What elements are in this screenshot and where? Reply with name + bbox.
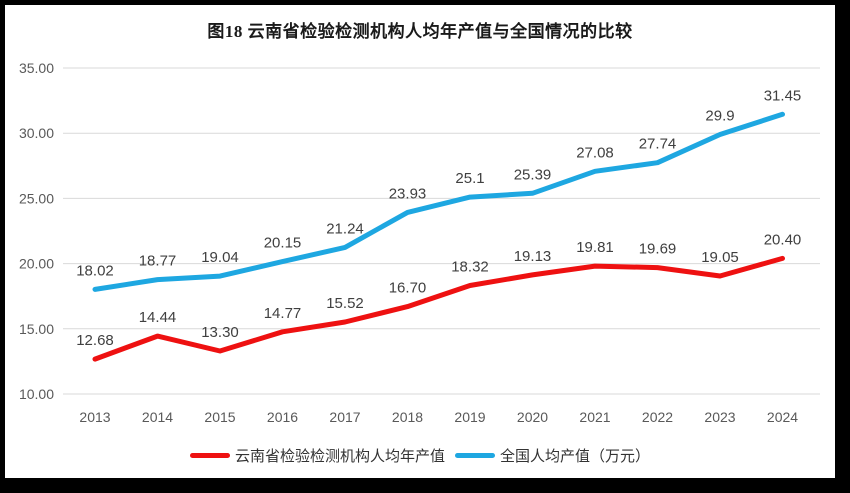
y-tick-label: 15.00 <box>19 321 54 337</box>
legend-swatch-yunnan-line <box>189 453 230 458</box>
data-label-national-2019: 25.1 <box>455 170 484 187</box>
x-tick-label: 2017 <box>329 409 360 425</box>
x-tick-label: 2018 <box>392 409 423 425</box>
data-label-yunnan-2024: 20.40 <box>764 231 802 248</box>
data-label-yunnan-2014: 14.44 <box>139 309 177 326</box>
data-label-national-2014: 18.77 <box>139 253 177 270</box>
data-label-national-2020: 25.39 <box>514 166 552 183</box>
data-label-national-2017: 21.24 <box>326 220 364 237</box>
x-tick-label: 2014 <box>142 409 173 425</box>
y-tick-label: 35.00 <box>19 60 54 76</box>
x-tick-label: 2015 <box>204 409 235 425</box>
data-label-yunnan-2016: 14.77 <box>264 305 302 322</box>
legend-item-yunnan: 云南省检验检测机构人均年产值 <box>189 445 445 466</box>
x-tick-label: 2021 <box>579 409 610 425</box>
data-label-yunnan-2013: 12.68 <box>76 332 114 349</box>
data-label-yunnan-2017: 15.52 <box>326 295 364 312</box>
series-line-yunnan <box>92 255 785 362</box>
data-label-yunnan-2020: 19.13 <box>514 248 552 265</box>
data-label-yunnan-2018: 16.70 <box>389 280 427 297</box>
legend-label-yunnan: 云南省检验检测机构人均年产值 <box>234 448 445 465</box>
chart-card: 35.00 30.00 25.00 20.00 15.00 10.00 2013 2014 20… <box>5 5 835 478</box>
legend-swatch-national-line <box>455 453 495 458</box>
x-tick-label: 2022 <box>642 409 673 425</box>
x-tick-label: 2023 <box>704 409 735 425</box>
data-label-national-2016: 20.15 <box>264 235 302 252</box>
data-label-yunnan-2021: 19.81 <box>576 239 614 256</box>
data-label-yunnan-2022: 19.69 <box>639 241 677 258</box>
y-tick-label: 25.00 <box>19 190 54 206</box>
data-label-national-2013: 18.02 <box>76 262 114 279</box>
chart-title: 图18 云南省检验检测机构人均年产值与全国情况的比较 <box>207 22 633 41</box>
data-label-yunnan-2019: 18.32 <box>451 259 489 276</box>
series-line-national <box>92 111 785 292</box>
data-label-national-2023: 29.9 <box>705 108 734 125</box>
y-tick-label: 10.00 <box>19 386 54 402</box>
y-tick-label: 30.00 <box>19 125 54 141</box>
data-label-national-2022: 27.74 <box>639 136 677 153</box>
legend: 云南省检验检测机构人均年产值 全国人均产值（万元） <box>5 445 835 466</box>
x-tick-label: 2013 <box>79 409 110 425</box>
x-tick-label: 2016 <box>267 409 298 425</box>
data-label-yunnan-2015: 13.30 <box>201 324 239 341</box>
data-label-national-2021: 27.08 <box>576 144 614 161</box>
x-tick-label: 2019 <box>454 409 485 425</box>
legend-label-national: 全国人均产值（万元） <box>500 448 651 465</box>
plot-area: 35.00 30.00 25.00 20.00 15.00 10.00 2013 2014 20… <box>19 60 820 425</box>
x-tick-label: 2020 <box>517 409 548 425</box>
data-label-national-2024: 31.45 <box>764 87 802 104</box>
y-tick-label: 20.00 <box>19 256 54 272</box>
legend-item-national: 全国人均产值（万元） <box>455 445 650 466</box>
x-tick-label: 2024 <box>767 409 798 425</box>
data-label-national-2018: 23.93 <box>389 185 427 202</box>
data-label-national-2015: 19.04 <box>201 249 239 266</box>
data-label-yunnan-2023: 19.05 <box>701 249 739 266</box>
